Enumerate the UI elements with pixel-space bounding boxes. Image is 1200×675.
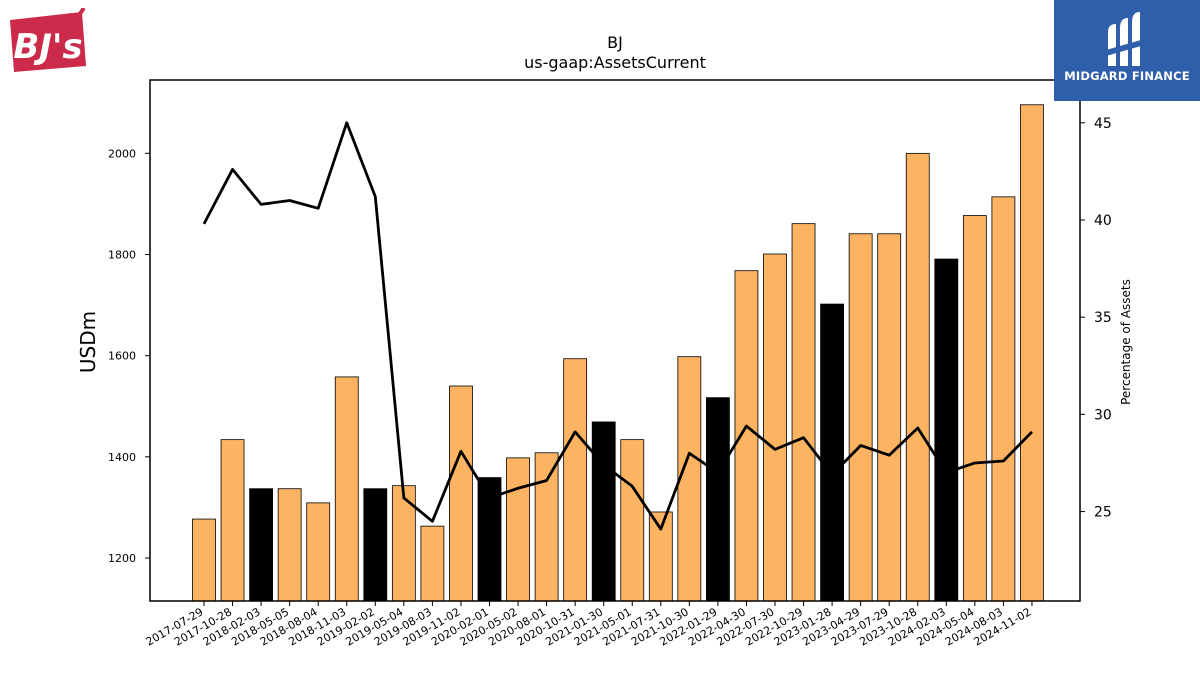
bar (905, 152, 930, 602)
bar (620, 439, 645, 602)
y-tick-label: 2000 (108, 147, 136, 160)
y-tick-label: 1600 (108, 350, 136, 363)
y2-tick-label: 45 (1094, 116, 1112, 132)
plot-frame (149, 79, 1081, 602)
chart-subtitle: us-gaap:AssetsCurrent (524, 53, 706, 72)
bar-series (192, 104, 1044, 602)
bar (706, 397, 730, 602)
bar (506, 457, 530, 602)
y2-axis-label: Percentage of Assets (1119, 279, 1133, 405)
bar (848, 233, 873, 602)
bar (192, 518, 216, 602)
bar (277, 488, 302, 602)
bar (249, 488, 274, 602)
bar (677, 356, 702, 602)
bar (591, 421, 616, 602)
bar (563, 358, 588, 602)
x-axis-ticks: 2017-07-292017-10-282018-02-032018-05-05… (144, 601, 1033, 649)
bar (820, 303, 844, 602)
y2-tick-label: 30 (1094, 407, 1112, 423)
line-path (202, 121, 1033, 531)
bar (763, 253, 787, 602)
midgard-mark-icon (1106, 12, 1148, 66)
bar (534, 452, 559, 602)
bar (962, 215, 987, 602)
axes (149, 79, 1081, 602)
bar (877, 233, 902, 602)
bar (934, 258, 959, 602)
bar (420, 525, 445, 602)
bar (334, 376, 359, 602)
y2-axis-ticks: 25 30 35 40 45 (1080, 116, 1112, 521)
chart-title: BJ (607, 33, 623, 52)
y-axis-ticks: 1200 1400 1600 1800 2000 (108, 147, 150, 565)
bar (220, 439, 245, 602)
bjs-logo: BJ's (8, 6, 90, 76)
y-tick-label: 1400 (108, 451, 136, 464)
y2-tick-label: 40 (1094, 213, 1112, 229)
bar (734, 270, 759, 602)
y-axis-label: USDm (76, 311, 100, 373)
bar (306, 502, 331, 602)
midgard-finance-logo: MIDGARD FINANCE (1054, 0, 1200, 101)
midgard-logo-text: MIDGARD FINANCE (1064, 69, 1190, 83)
y2-tick-label: 35 (1094, 310, 1112, 326)
y-tick-label: 1200 (108, 552, 136, 565)
bar (791, 223, 816, 602)
bar (449, 385, 473, 602)
line-series (202, 121, 1033, 531)
bar (991, 196, 1016, 602)
bar (363, 488, 388, 602)
bjs-logo-text: BJ's (13, 27, 82, 67)
y-tick-label: 1800 (108, 249, 136, 262)
y2-tick-label: 25 (1094, 505, 1112, 521)
bar (1020, 104, 1044, 602)
